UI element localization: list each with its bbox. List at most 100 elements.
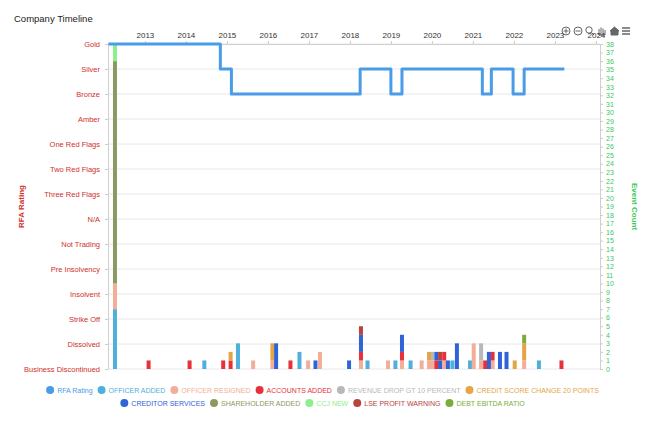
tick: 28 xyxy=(600,126,614,133)
tick: 7 xyxy=(600,306,610,313)
tick-label: Bronze xyxy=(76,90,100,99)
grid-line xyxy=(108,144,600,145)
tick-label: 2023 xyxy=(547,31,565,40)
legend-label: CREDITOR SERVICES xyxy=(131,400,205,407)
bar xyxy=(537,360,541,369)
tick-mark xyxy=(600,147,603,148)
legend-item[interactable]: ACCOUNTS ADDED xyxy=(256,386,332,394)
tick-mark xyxy=(473,41,474,44)
tick: 9 xyxy=(600,289,610,296)
axis-line xyxy=(108,45,109,370)
legend-item[interactable]: CREDITOR SERVICES xyxy=(120,399,205,407)
zoom-out-icon[interactable] xyxy=(576,31,581,32)
legend-item[interactable]: DEBT EBITDA RATIO xyxy=(445,399,525,407)
bar xyxy=(229,360,233,369)
tick-mark xyxy=(600,232,603,233)
bar xyxy=(420,360,424,369)
bar xyxy=(236,343,240,369)
tick-mark xyxy=(596,41,597,44)
tick: 30 xyxy=(600,109,614,116)
tick-mark xyxy=(268,41,269,44)
bar xyxy=(491,352,495,361)
tick-label: 11 xyxy=(606,272,613,279)
legend-label: LSE PROFIT WARNING xyxy=(364,400,440,407)
tick: Pre Insolvency xyxy=(51,265,108,274)
tick-label: 38 xyxy=(606,41,614,48)
tick-mark xyxy=(600,61,603,62)
legend-item[interactable]: LSE PROFIT WARNING xyxy=(353,399,440,407)
legend-marker xyxy=(337,386,345,394)
bar xyxy=(498,352,502,369)
tick-mark xyxy=(600,104,603,105)
tick: Silver xyxy=(81,65,108,74)
tick-label: Silver xyxy=(81,65,100,74)
tick-label: 18 xyxy=(606,212,614,219)
tick-mark xyxy=(350,41,351,44)
legend-item[interactable]: SHAREHOLDER ADDED xyxy=(210,399,300,407)
tick-label: 28 xyxy=(606,126,614,133)
tick: Insolvent xyxy=(70,290,108,299)
home-icon[interactable] xyxy=(610,27,619,35)
bar xyxy=(297,352,301,369)
tick: Two Red Flags xyxy=(50,165,108,174)
tick-label: 2020 xyxy=(424,31,442,40)
tick-label: 17 xyxy=(606,220,614,227)
tick-label: 2014 xyxy=(178,31,196,40)
tick-mark xyxy=(600,258,603,259)
bar-series xyxy=(359,326,442,360)
tick-label: Strike Off xyxy=(69,315,101,324)
tick-label: 3 xyxy=(606,340,610,347)
tick: 14 xyxy=(600,246,614,253)
grid xyxy=(108,44,600,369)
bar xyxy=(288,360,292,369)
bar xyxy=(113,283,117,309)
legend-item[interactable]: OFFICER RESIGNED xyxy=(170,386,250,394)
bar xyxy=(147,360,151,369)
legend-marker xyxy=(98,386,106,394)
tick: 6 xyxy=(600,314,610,321)
grid-line xyxy=(108,194,600,195)
tick: N/A xyxy=(87,215,108,224)
tick-label: 8 xyxy=(606,297,610,304)
tick: Bronze xyxy=(76,90,108,99)
zoom-out-icon[interactable] xyxy=(574,27,582,35)
tick-label: 2016 xyxy=(260,31,278,40)
bar xyxy=(487,352,491,369)
tick-label: 22 xyxy=(606,178,614,185)
legend-marker xyxy=(256,386,264,394)
tick-mark xyxy=(105,219,108,220)
tick: 21 xyxy=(600,186,614,193)
tick-mark xyxy=(105,119,108,120)
tick: 4 xyxy=(600,332,610,339)
bar xyxy=(188,360,192,369)
bar xyxy=(347,360,351,369)
bar-series xyxy=(229,343,527,369)
tick-label: 6 xyxy=(606,314,610,321)
tick: 2014 xyxy=(178,31,196,44)
tick-label: 36 xyxy=(606,58,614,65)
tick-mark xyxy=(105,294,108,295)
tick: Not Trading xyxy=(61,240,108,249)
legend-item[interactable]: CCJ NEW xyxy=(305,399,348,407)
legend-item[interactable]: RFA Rating xyxy=(46,386,93,395)
tick-label: 10 xyxy=(606,280,614,287)
tick-label: 2021 xyxy=(465,31,483,40)
legend-item[interactable]: REVENUE DROP GT 10 PERCENT xyxy=(337,386,461,394)
legend-item[interactable]: OFFICER ADDED xyxy=(98,386,166,394)
axis-yticks: Business DiscontinuedDissolvedStrike Off… xyxy=(24,40,108,374)
menu-icon[interactable] xyxy=(622,28,630,34)
axis-xticks: 2013201420152016201720182019202020212022… xyxy=(109,31,606,45)
legend-label: CREDIT SCORE CHANGE 20 POINTS xyxy=(476,387,599,394)
legend-item[interactable]: CREDIT SCORE CHANGE 20 POINTS xyxy=(465,386,599,394)
tick-label: Dissolved xyxy=(67,340,100,349)
bar xyxy=(229,352,233,361)
tick: 31 xyxy=(600,101,614,108)
tick-mark xyxy=(600,78,603,79)
tick: 5 xyxy=(600,323,610,330)
tick-mark xyxy=(105,319,108,320)
tick-label: 13 xyxy=(606,255,614,262)
tick-mark xyxy=(600,164,603,165)
tick-label: Three Red Flags xyxy=(44,190,100,199)
bar xyxy=(455,343,459,369)
tick-mark xyxy=(105,369,108,370)
